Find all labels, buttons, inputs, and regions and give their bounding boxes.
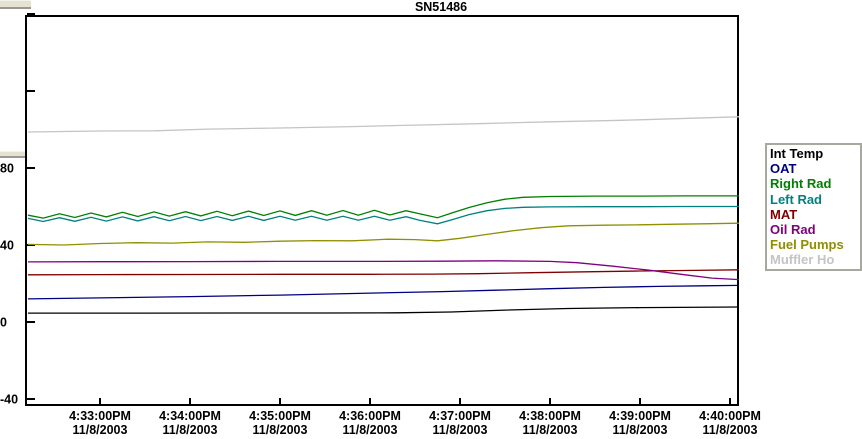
x-tick-label-date: 11/8/2003 <box>343 423 398 437</box>
chart-legend: Int Temp OAT Right Rad Left Rad MAT Oil … <box>765 143 862 271</box>
plot-border <box>25 15 739 406</box>
legend-item-mat: MAT <box>770 206 798 222</box>
x-tick-label-time: 4:40:00PM <box>699 409 761 423</box>
axis-labels: 80400-404:33:00PM11/8/20034:34:00PM11/8/… <box>0 162 761 438</box>
legend-item-oil-rad: Oil Rad <box>770 221 816 237</box>
y-tick-label: 80 <box>0 162 14 176</box>
x-tick-label-time: 4:38:00PM <box>519 409 581 423</box>
series-line-int-temp <box>28 306 740 314</box>
x-tick-label-date: 11/8/2003 <box>433 423 488 437</box>
legend-item-int-temp: Int Temp <box>770 146 824 161</box>
series-line-fuel-pumps <box>27 222 740 246</box>
x-tick-label-date: 11/8/2003 <box>163 423 218 437</box>
background-window-fragment-top <box>0 0 31 9</box>
series-layer <box>27 116 740 314</box>
legend-item-muffler-ho: Muffler Ho <box>770 252 835 268</box>
legend-item-oat: OAT <box>770 161 797 177</box>
series-line-mat <box>27 269 740 276</box>
x-tick-label-date: 11/8/2003 <box>523 423 578 437</box>
series-line-oil-rad <box>27 260 740 281</box>
legend-item-fuel-pumps: Fuel Pumps <box>770 237 844 253</box>
x-tick-label-time: 4:36:00PM <box>339 409 401 423</box>
x-tick-label-date: 11/8/2003 <box>613 423 668 437</box>
x-tick-label-time: 4:35:00PM <box>249 409 311 423</box>
x-tick-label-date: 11/8/2003 <box>703 423 758 437</box>
chart-title: SN51486 <box>415 0 467 14</box>
x-tick-label-date: 11/8/2003 <box>253 423 308 437</box>
background-window-fragment-left <box>0 151 25 158</box>
x-tick-label-time: 4:37:00PM <box>429 409 491 423</box>
x-tick-label-date: 11/8/2003 <box>73 423 128 437</box>
series-line-left-rad <box>27 205 739 225</box>
x-tick-label-time: 4:39:00PM <box>609 409 671 423</box>
y-tick-label: 0 <box>0 316 7 330</box>
series-line-right-rad <box>27 195 739 219</box>
legend-item-left-rad: Left Rad <box>770 191 822 207</box>
x-tick-label-time: 4:34:00PM <box>159 409 221 423</box>
plot-frame <box>25 13 739 406</box>
y-tick-label: -40 <box>0 393 18 407</box>
series-line-oat <box>27 284 740 300</box>
legend-item-right-rad: Right Rad <box>770 176 832 192</box>
x-tick-label-time: 4:33:00PM <box>69 409 131 423</box>
series-line-muffler-ho <box>27 116 740 133</box>
y-tick-label: 40 <box>0 239 14 253</box>
